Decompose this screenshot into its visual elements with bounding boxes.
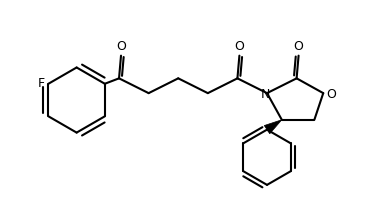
Text: O: O xyxy=(116,40,126,53)
Text: O: O xyxy=(234,40,244,53)
Text: O: O xyxy=(294,40,303,53)
Polygon shape xyxy=(264,120,282,134)
Text: O: O xyxy=(326,88,336,101)
Text: F: F xyxy=(37,77,44,90)
Text: N: N xyxy=(261,88,270,101)
